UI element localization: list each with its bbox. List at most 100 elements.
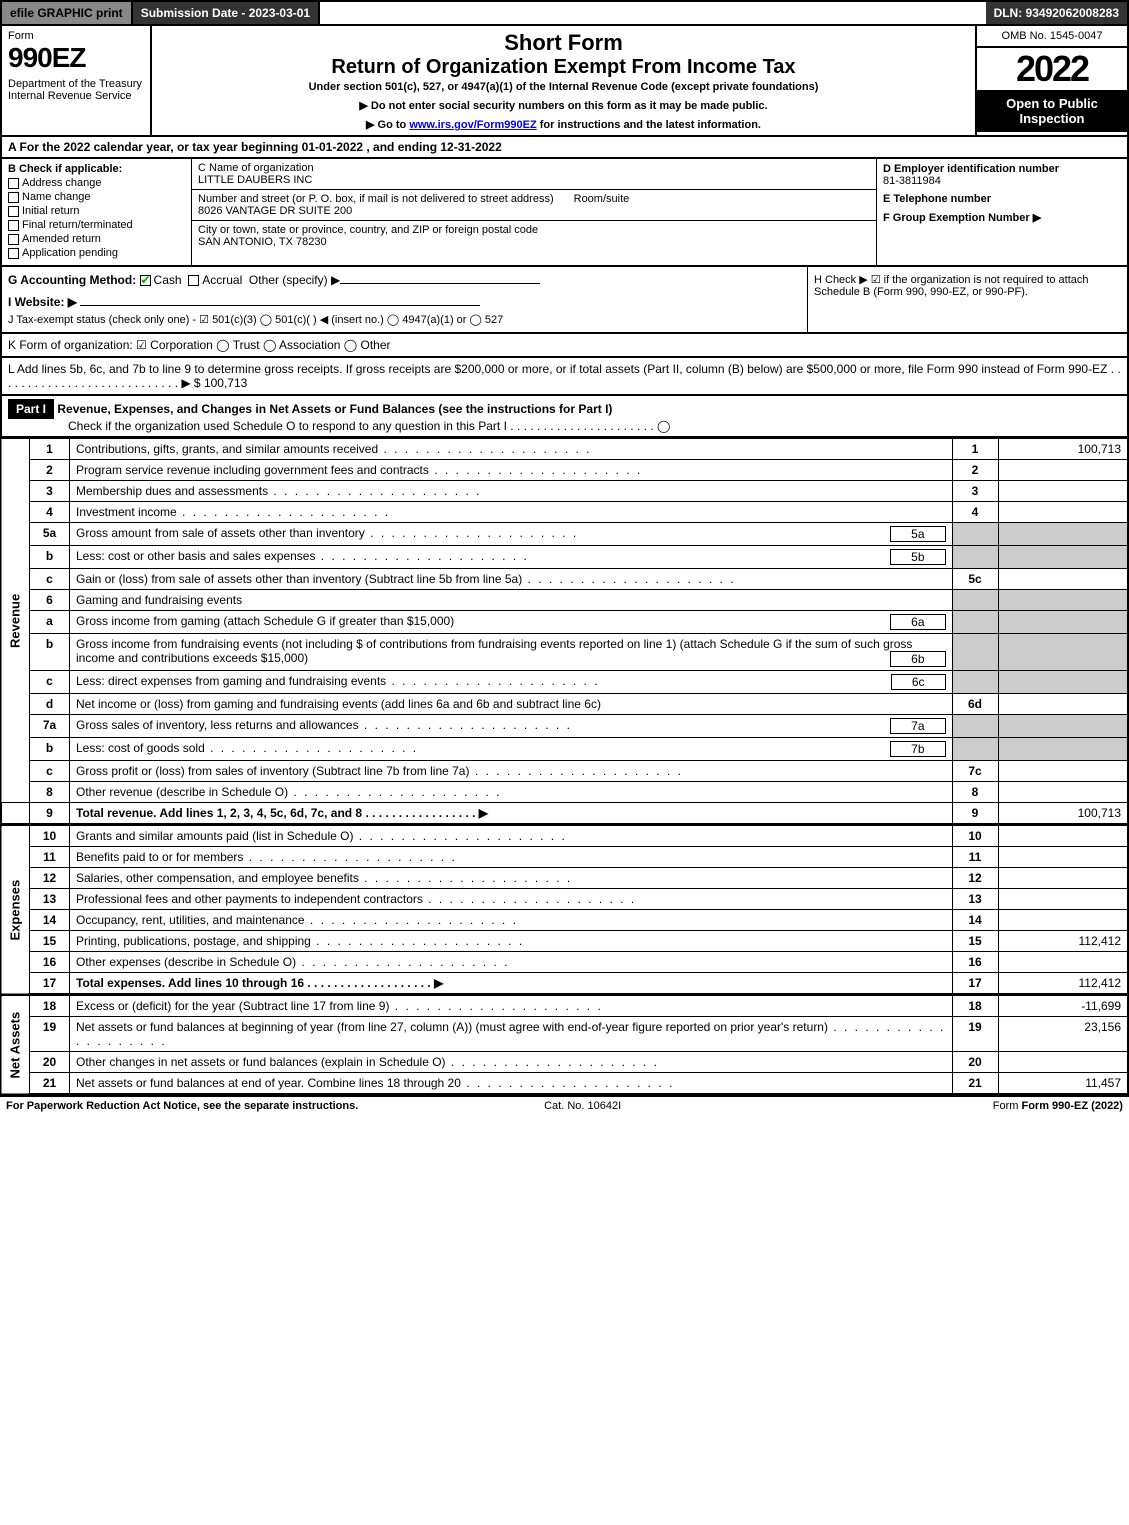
subtitle-2a: ▶ Do not enter social security numbers o… (162, 99, 965, 112)
desc: Grants and similar amounts paid (list in… (70, 826, 953, 847)
rn-grey (952, 611, 998, 634)
rn: 4 (952, 502, 998, 523)
ln: 9 (30, 803, 70, 825)
amt: 112,412 (998, 931, 1128, 952)
amt-grey (998, 738, 1128, 761)
desc: Total revenue. Add lines 1, 2, 3, 4, 5c,… (76, 806, 488, 820)
form-label: Form (8, 30, 144, 42)
website-line[interactable] (80, 305, 480, 306)
desc: Membership dues and assessments (70, 481, 953, 502)
rn-grey (952, 590, 998, 611)
ln: 6 (30, 590, 70, 611)
g-other-line[interactable] (340, 283, 540, 284)
cb-amended[interactable] (8, 234, 19, 245)
cb-address-change[interactable] (8, 178, 19, 189)
footer-cat: Cat. No. 10642I (544, 1100, 621, 1112)
org-city: SAN ANTONIO, TX 78230 (198, 236, 870, 248)
amt (998, 460, 1128, 481)
c-city-label: City or town, state or province, country… (198, 224, 870, 236)
desc: Total expenses. Add lines 10 through 16 … (76, 976, 443, 990)
amt: 112,412 (998, 973, 1128, 995)
ein: 81-3811984 (883, 175, 941, 187)
amt (998, 910, 1128, 931)
efile-print-button[interactable]: efile GRAPHIC print (2, 2, 133, 24)
amt-grey (998, 611, 1128, 634)
row-k: K Form of organization: ☑ Corporation ◯ … (0, 334, 1129, 358)
amt-grey (998, 671, 1128, 694)
goto-prefix: ▶ Go to (366, 119, 409, 131)
desc: Professional fees and other payments to … (70, 889, 953, 910)
tax-year: 2022 (977, 48, 1127, 90)
amt (998, 569, 1128, 590)
desc: Gross income from gaming (attach Schedul… (76, 614, 454, 628)
omb: OMB No. 1545-0047 (977, 26, 1127, 48)
sub: 5a (890, 526, 945, 542)
desc: Printing, publications, postage, and shi… (70, 931, 953, 952)
irs-link[interactable]: www.irs.gov/Form990EZ (409, 119, 536, 131)
col-d-e-f: D Employer identification number81-38119… (877, 159, 1127, 265)
ln: 4 (30, 502, 70, 523)
rn-grey (952, 671, 998, 694)
rn: 6d (952, 694, 998, 715)
side-revenue: Revenue (1, 439, 30, 803)
rn-grey (952, 738, 998, 761)
org-name: LITTLE DAUBERS INC (198, 174, 870, 186)
desc: Gain or (loss) from sale of assets other… (70, 569, 953, 590)
ln: b (30, 634, 70, 671)
amt (998, 1052, 1128, 1073)
desc: Gross sales of inventory, less returns a… (76, 718, 572, 732)
desc: Investment income (70, 502, 953, 523)
ln: 14 (30, 910, 70, 931)
rn: 3 (952, 481, 998, 502)
opt-name: Name change (22, 191, 91, 203)
amt (998, 847, 1128, 868)
desc: Gross income from fundraising events (no… (76, 637, 912, 665)
sub: 5b (890, 549, 945, 565)
c-addr-label: Number and street (or P. O. box, if mail… (198, 193, 554, 205)
subtitle-2b: ▶ Go to www.irs.gov/Form990EZ for instru… (162, 118, 965, 131)
desc: Program service revenue including govern… (70, 460, 953, 481)
sub: 7a (890, 718, 945, 734)
desc: Excess or (deficit) for the year (Subtra… (70, 996, 953, 1017)
cb-cash[interactable] (140, 275, 151, 286)
desc: Gross profit or (loss) from sales of inv… (70, 761, 953, 782)
desc: Less: cost or other basis and sales expe… (76, 549, 529, 563)
desc: Benefits paid to or for members (70, 847, 953, 868)
desc: Less: cost of goods sold (76, 741, 418, 755)
cb-initial[interactable] (8, 206, 19, 217)
g-label: G Accounting Method: (8, 273, 136, 287)
title: Return of Organization Exempt From Incom… (162, 56, 965, 79)
group-exempt-label: F Group Exemption Number ▶ (883, 212, 1041, 224)
ln: 7a (30, 715, 70, 738)
cb-pending[interactable] (8, 248, 19, 259)
short-form: Short Form (162, 30, 965, 56)
part1-header: Part I Revenue, Expenses, and Changes in… (0, 396, 1129, 438)
side-expenses: Expenses (1, 826, 30, 995)
rn: 18 (952, 996, 998, 1017)
ln: 1 (30, 439, 70, 460)
cb-name-change[interactable] (8, 192, 19, 203)
c-name-label: C Name of organization (198, 162, 870, 174)
amt (998, 868, 1128, 889)
cb-final[interactable] (8, 220, 19, 231)
desc: Other changes in net assets or fund bala… (70, 1052, 953, 1073)
footer-left: For Paperwork Reduction Act Notice, see … (6, 1100, 358, 1112)
rn: 7c (952, 761, 998, 782)
desc: Net income or (loss) from gaming and fun… (70, 694, 953, 715)
form-number: 990EZ (8, 42, 144, 74)
dept: Department of the Treasury Internal Reve… (8, 78, 144, 102)
cb-accrual[interactable] (188, 275, 199, 286)
desc: Less: direct expenses from gaming and fu… (76, 674, 600, 688)
desc: Gaming and fundraising events (70, 590, 953, 611)
desc: Other revenue (describe in Schedule O) (70, 782, 953, 803)
amt (998, 694, 1128, 715)
amt: 11,457 (998, 1073, 1128, 1095)
sub: 6c (891, 674, 946, 690)
ln: 18 (30, 996, 70, 1017)
rn: 21 (952, 1073, 998, 1095)
rn: 1 (952, 439, 998, 460)
amt-grey (998, 523, 1128, 546)
row-a: A For the 2022 calendar year, or tax yea… (0, 137, 1129, 159)
open-inspection: Open to Public Inspection (977, 90, 1127, 132)
ln: 15 (30, 931, 70, 952)
